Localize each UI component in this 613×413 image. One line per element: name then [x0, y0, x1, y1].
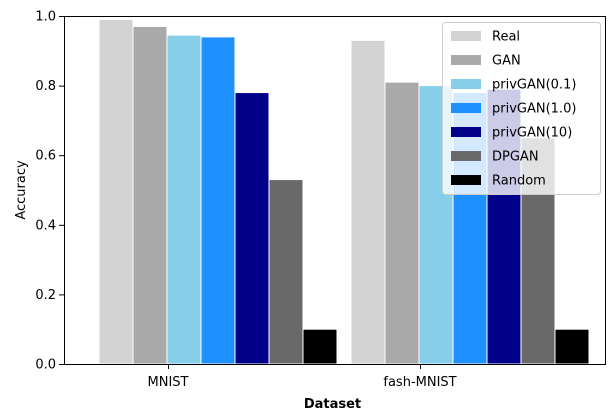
y-tick-label: 0.2: [35, 288, 56, 303]
y-tick-label: 0.4: [35, 218, 56, 233]
bars-layer: [98, 18, 590, 365]
y-axis-title: Accuracy: [14, 160, 29, 220]
y-tick-label: 1.0: [35, 10, 56, 25]
legend-swatch: [451, 151, 481, 161]
bar-random-mnist: [302, 328, 338, 365]
legend-swatch: [451, 127, 481, 137]
legend-swatch: [451, 55, 481, 65]
legend-label: privGAN(10): [492, 126, 572, 141]
x-axis-title: Dataset: [304, 397, 361, 412]
legend-swatch: [451, 175, 481, 185]
legend-label: privGAN(0.1): [492, 78, 576, 93]
legend-swatch: [451, 31, 481, 41]
legend-label: GAN: [492, 54, 521, 69]
bar-dpgan-mnist: [268, 179, 304, 365]
bar-gan-fash-mnist: [384, 81, 420, 365]
legend-swatch: [451, 103, 481, 113]
legend-label: Random: [492, 174, 546, 189]
y-tick-label: 0.8: [35, 79, 56, 94]
bar-privgan-0-1-mnist: [166, 34, 202, 365]
legend-label: privGAN(1.0): [492, 102, 576, 117]
bar-real-fash-mnist: [350, 39, 386, 365]
y-axis: 0.0 0.2 0.4 0.6 0.8 1.0: [35, 10, 64, 373]
legend-swatch: [451, 79, 481, 89]
bar-gan-mnist: [132, 25, 168, 365]
x-tick-label: fash-MNIST: [383, 375, 456, 390]
legend-label: DPGAN: [492, 150, 539, 165]
legend-label: Real: [492, 30, 520, 45]
legend-box: [442, 22, 601, 195]
x-axis: MNIST fash-MNIST: [148, 364, 457, 390]
bar-random-fash-mnist: [554, 328, 590, 365]
y-tick-label: 0.6: [35, 149, 56, 164]
plot-frame: [64, 16, 606, 365]
legend: Real GAN privGAN(0.1) privGAN(1.0) privGAN(1…: [442, 22, 601, 195]
bar-real-mnist: [98, 18, 134, 365]
y-tick-label: 0.0: [35, 358, 56, 373]
bar-privgan-10-mnist: [234, 92, 270, 365]
x-tick-label: MNIST: [148, 375, 189, 390]
bar-privgan-1-0-mnist: [200, 36, 236, 365]
